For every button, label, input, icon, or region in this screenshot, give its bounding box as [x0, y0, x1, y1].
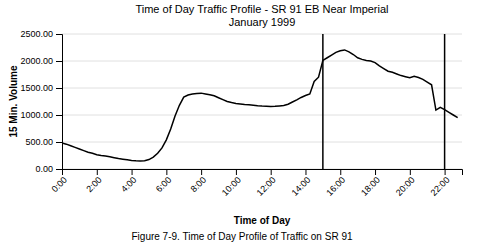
vertical-line [444, 34, 446, 169]
x-tick-mark [166, 169, 167, 175]
x-tick-mark [340, 169, 341, 175]
vertical-line [322, 34, 324, 169]
x-tick-label: 12:00 [255, 175, 278, 198]
title: Time of Day Traffic Profile - SR 91 EB N… [135, 3, 388, 15]
x-axis-line [63, 170, 463, 176]
grid-line [62, 142, 462, 143]
x-tick: 8:00 [189, 169, 208, 194]
x-tick-mark [445, 169, 446, 175]
y-tick-label: 1500.00 [20, 83, 53, 93]
y-tick: 1000.00 [20, 110, 62, 120]
grid-line [62, 34, 462, 35]
x-tick-label: 20:00 [394, 175, 417, 198]
grid-line [62, 115, 462, 116]
x-tick: 18:00 [359, 169, 382, 198]
x-axis-title: Time of Day [234, 215, 291, 226]
y-axis-title: 15 Min. Volume [8, 65, 19, 137]
y-tick-mark [56, 169, 62, 170]
x-tick: 16:00 [324, 169, 347, 198]
x-tick: 10:00 [220, 169, 243, 198]
line [62, 50, 458, 161]
x-tick-label: 16:00 [324, 175, 347, 198]
y-tick-label: 0.00 [35, 164, 53, 174]
x-tick-mark [375, 169, 376, 175]
x-tick-label: 22:00 [429, 175, 452, 198]
x-tick: 2:00 [84, 169, 103, 194]
x-tick-mark [305, 169, 306, 175]
y-tick: 0.00 [35, 164, 62, 174]
y-tick: 2000.00 [20, 56, 62, 66]
x-tick-label: 2:00 [84, 175, 103, 194]
grid-line [62, 88, 462, 89]
plot-area: 0:00 2:00 4:00 6:00 8:00 10:00 12:00 14:00 16:00… [20, 29, 462, 197]
x-tick-label: 4:00 [119, 175, 138, 194]
x-tick-mark [201, 169, 202, 175]
x-tick-mark [271, 169, 272, 175]
y-tick: 500.00 [25, 137, 62, 147]
x-tick-label: 8:00 [189, 175, 208, 194]
y-tick-mark [56, 34, 62, 35]
x-tick-label: 14:00 [289, 175, 312, 198]
y-tick-label: 1000.00 [20, 110, 53, 120]
chart: 0:00 2:00 4:00 6:00 8:00 10:00 12:00 14:00 16:00… [0, 0, 484, 245]
x-tick-label: 18:00 [359, 175, 382, 198]
y-tick-mark [56, 142, 62, 143]
y-tick-mark [56, 115, 62, 116]
caption: Figure 7-9. Time of Day Profile of Traff… [131, 231, 352, 242]
x-tick: 14:00 [289, 169, 312, 198]
x-tick-mark [97, 169, 98, 175]
y-tick-label: 2500.00 [20, 29, 53, 39]
x-tick-mark [236, 169, 237, 175]
x-tick: 6:00 [154, 169, 173, 194]
x-tick-label: 10:00 [220, 175, 243, 198]
y-tick-mark [56, 88, 62, 89]
y-tick: 2500.00 [20, 29, 62, 39]
marks [62, 34, 458, 169]
x-tick: 4:00 [119, 169, 138, 194]
y-tick: 1500.00 [20, 83, 62, 93]
x-tick-label: 0:00 [50, 175, 69, 194]
x-axis: 0:00 2:00 4:00 6:00 8:00 10:00 12:00 14:00 16:00… [50, 169, 463, 198]
x-tick-mark [132, 169, 133, 175]
x-tick: 12:00 [255, 169, 278, 198]
y-tick-label: 2000.00 [20, 56, 53, 66]
x-tick: 20:00 [394, 169, 417, 198]
grid-line [62, 61, 462, 62]
subtitle: January 1999 [229, 16, 296, 28]
x-tick-label: 6:00 [154, 175, 173, 194]
y-tick-label: 500.00 [25, 137, 53, 147]
x-tick: 22:00 [429, 169, 452, 198]
grid [62, 34, 462, 169]
x-tick-mark [410, 169, 411, 175]
y-tick-mark [56, 61, 62, 62]
y-axis: 0.00 500.00 1000.00 1500.00 2000.00 2500.00 [20, 29, 62, 174]
y-axis-line [56, 35, 63, 170]
